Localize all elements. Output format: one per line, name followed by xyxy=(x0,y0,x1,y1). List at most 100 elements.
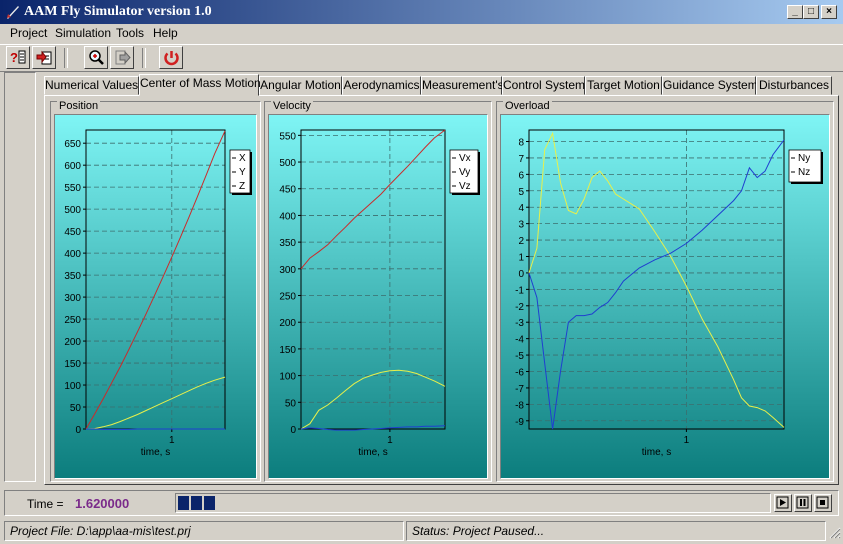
y-tick-label: -3 xyxy=(515,318,524,329)
y-tick-label: 450 xyxy=(64,227,81,238)
legend-entry: Vx xyxy=(459,153,471,164)
tab-control-system[interactable]: Control System xyxy=(502,76,585,95)
menu-project[interactable]: Project xyxy=(10,26,48,40)
zoom-button[interactable] xyxy=(84,46,108,69)
x-axis-label: time, s xyxy=(642,447,671,458)
tab-angular-motion[interactable]: Angular Motion xyxy=(259,76,342,95)
toolbar-separator xyxy=(64,48,68,68)
play-icon xyxy=(776,496,789,509)
y-tick-label: 100 xyxy=(279,372,296,383)
maximize-icon: □ xyxy=(807,6,815,17)
y-tick-label: 2 xyxy=(518,236,524,247)
y-tick-label: 0 xyxy=(518,269,524,280)
close-button[interactable]: × xyxy=(821,5,837,19)
velocity-plot: 0 50 100 150 200 250 300 350 400 450 500 550 1 time, … xyxy=(268,114,488,479)
help-list-icon: ? xyxy=(10,50,26,65)
series-line-vy xyxy=(300,369,446,430)
y-tick-label: 5 xyxy=(518,187,524,198)
stop-sim-icon xyxy=(164,51,179,66)
app-icon xyxy=(7,6,19,19)
x-tick-label: 1 xyxy=(387,435,393,446)
progress-bar xyxy=(175,493,771,513)
tab-guidance-system[interactable]: Guidance System xyxy=(662,76,758,95)
y-tick-label: 500 xyxy=(279,158,296,169)
plot-frame xyxy=(300,129,446,430)
y-tick-label: 1 xyxy=(518,253,524,264)
overload-chart: -9 -8 -7 -6 -5 -4 -3 -2 -1 0 1 2 3 4 5 6 7 8 1 time, s Ny Nz xyxy=(515,129,823,458)
y-tick-label: 500 xyxy=(64,205,81,216)
x-axis-label: time, s xyxy=(358,447,387,458)
menu-help[interactable]: Help xyxy=(153,26,178,40)
maximize-button[interactable]: □ xyxy=(803,5,819,19)
y-tick-label: 50 xyxy=(285,398,297,409)
progress-block xyxy=(191,496,202,510)
tab-center-of-mass-motion[interactable]: Center of Mass Motion xyxy=(139,74,261,96)
play-button[interactable] xyxy=(774,494,792,512)
position-group-title: Position xyxy=(57,100,101,112)
velocity-chart: 0 50 100 150 200 250 300 350 400 450 500 550 1time, … xyxy=(279,129,480,458)
stop-button[interactable] xyxy=(814,494,832,512)
menu-bar: Project Simulation Tools Help xyxy=(0,24,843,42)
series-line-nz xyxy=(528,139,785,430)
toolbar-separator xyxy=(142,48,146,68)
export-button[interactable] xyxy=(110,46,134,69)
time-label: Time = xyxy=(27,497,64,511)
y-tick-label: -9 xyxy=(515,417,524,428)
window-title: AAM Fly Simulator version 1.0 xyxy=(24,4,212,19)
tab-disturbances[interactable]: Disturbances xyxy=(756,76,832,95)
legend-box xyxy=(229,149,251,194)
y-tick-label: 4 xyxy=(518,203,524,214)
y-tick-label: -6 xyxy=(515,368,524,379)
y-tick-label: 350 xyxy=(279,238,296,249)
y-tick-label: 450 xyxy=(279,185,296,196)
tab-numerical-values[interactable]: Numerical Values xyxy=(44,76,139,95)
tab-measurements[interactable]: Measurement's xyxy=(421,76,504,95)
x-axis-label: time, s xyxy=(141,447,170,458)
time-panel: Time = 1.620000 xyxy=(4,490,839,516)
project-file-panel: Project File: D:\app\aa-mis\test.prj xyxy=(4,521,404,541)
y-tick-label: -2 xyxy=(515,302,524,313)
y-tick-label: 7 xyxy=(518,154,524,165)
y-tick-label: 300 xyxy=(64,293,81,304)
y-tick-label: 150 xyxy=(64,359,81,370)
legend-entry: Y xyxy=(239,167,246,178)
project-status-panel: Status: Project Paused... xyxy=(406,521,826,541)
menu-tools[interactable]: Tools xyxy=(116,26,145,40)
resize-grip-icon[interactable] xyxy=(828,526,841,539)
y-tick-label: 50 xyxy=(70,403,82,414)
tab-target-motion[interactable]: Target Motion xyxy=(585,76,662,95)
help-list-button[interactable]: ? xyxy=(6,46,30,69)
series-line-vx xyxy=(300,129,446,270)
velocity-group-title: Velocity xyxy=(271,100,313,112)
y-tick-label: 200 xyxy=(64,337,81,348)
y-tick-label: 150 xyxy=(279,345,296,356)
tab-aerodynamics[interactable]: Aerodynamics xyxy=(342,76,421,95)
toolbar: ? xyxy=(0,44,843,72)
time-value: 1.620000 xyxy=(75,496,130,511)
stop-sim-button[interactable] xyxy=(159,46,183,69)
x-tick-label: 1 xyxy=(684,435,690,446)
menu-simulation[interactable]: Simulation xyxy=(55,26,112,40)
pause-button[interactable] xyxy=(794,494,812,512)
legend-entry: X xyxy=(239,153,246,164)
series-line-vz xyxy=(300,425,446,431)
y-tick-label: -1 xyxy=(515,285,524,296)
simulation-status-row: Time = 1.620000 xyxy=(0,488,843,518)
progress-block xyxy=(204,496,215,510)
series-line-y xyxy=(85,376,226,430)
pause-icon xyxy=(796,496,809,509)
y-tick-label: -7 xyxy=(515,384,524,395)
minimize-button[interactable]: _ xyxy=(787,5,803,19)
stop-icon xyxy=(816,496,829,509)
legend-box xyxy=(788,149,822,183)
title-bar: AAM Fly Simulator version 1.0 _ □ × xyxy=(0,0,843,24)
y-tick-label: 400 xyxy=(279,211,296,222)
y-tick-label: 400 xyxy=(64,249,81,260)
minimize-icon: _ xyxy=(792,6,798,17)
y-tick-label: 600 xyxy=(64,161,81,172)
y-tick-label: -8 xyxy=(515,400,524,411)
tab-page-center-of-mass: Position 0 50 100 150 200 250 300 350 400 450 500 5… xyxy=(44,95,839,485)
y-tick-label: 0 xyxy=(75,425,81,436)
open-project-button[interactable] xyxy=(32,46,56,69)
close-icon: × xyxy=(826,6,832,17)
